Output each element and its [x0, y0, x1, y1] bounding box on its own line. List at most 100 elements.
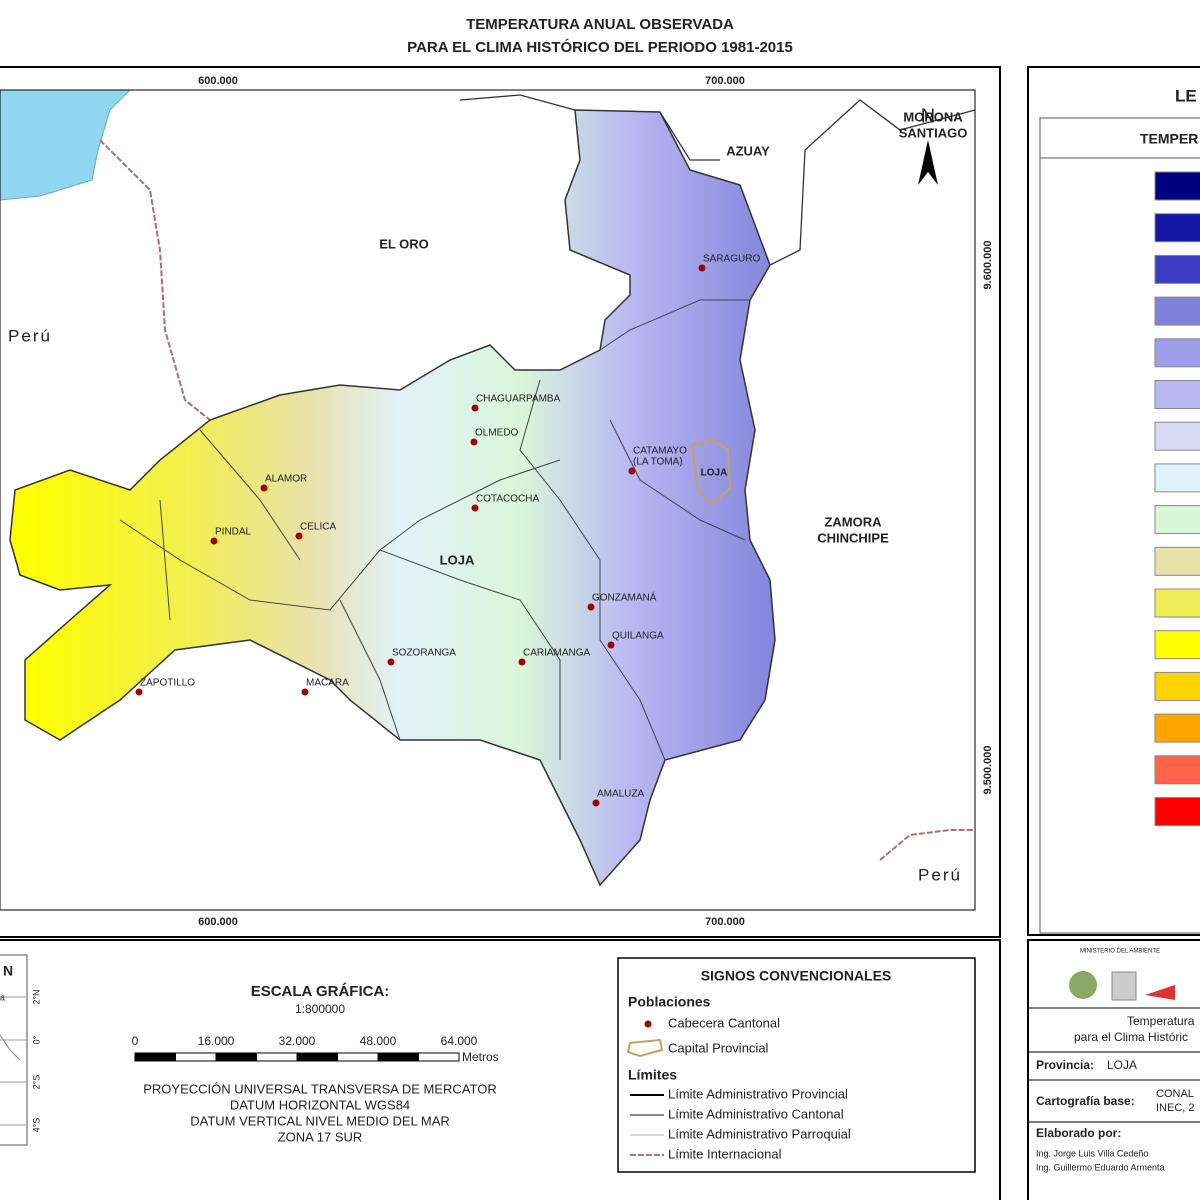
town-point — [607, 641, 615, 649]
town-point — [470, 438, 478, 446]
town-label: CELICA — [300, 522, 336, 533]
scale-bar-segment — [134, 1052, 176, 1062]
town-point — [301, 688, 309, 696]
legend-frame — [1027, 66, 1200, 936]
town-label: SOZORANGA — [392, 648, 456, 659]
signs-heading: Poblaciones — [628, 994, 711, 1010]
town-point — [471, 504, 479, 512]
town-label: SARAGURO — [703, 254, 760, 265]
scale-tick: 0 — [132, 1034, 139, 1048]
logo — [1145, 985, 1175, 1000]
legend-swatch — [1154, 254, 1200, 284]
legend-swatch — [1154, 797, 1200, 826]
grid-label: 9.600.000 — [982, 241, 994, 290]
town-label: ZAPOTILLO — [140, 678, 195, 689]
inset-north: N — [3, 963, 13, 979]
town-point — [698, 264, 706, 272]
legend-swatch — [1154, 671, 1200, 701]
grid-label: 600.000 — [198, 916, 238, 928]
info-value: INEC, 2 — [1156, 1102, 1195, 1114]
legend-box — [1039, 117, 1200, 934]
sign-item: Límite Administrativo Provincial — [668, 1086, 848, 1101]
scale-bar-segment — [337, 1052, 379, 1062]
grid-label: 9.500.000 — [982, 746, 994, 795]
info-label: Elaborado por: — [1036, 1126, 1121, 1140]
region-label: CHINCHIPE — [817, 530, 889, 545]
lat-label: 2°S — [31, 1075, 41, 1090]
info-subtitle: para el Clima Históric — [1074, 1030, 1188, 1044]
info-label: Cartografía base: — [1036, 1094, 1135, 1108]
province-loja — [9, 109, 776, 887]
canton-borders — [119, 299, 750, 761]
town-point — [587, 603, 595, 611]
province-label: LOJA — [440, 552, 475, 567]
scale-bar-segment — [256, 1052, 298, 1062]
scale-unit: Metros — [462, 1050, 499, 1064]
region-label: EL ORO — [379, 236, 429, 251]
town-label: COTACOCHA — [476, 494, 539, 505]
legend-swatch — [1154, 338, 1200, 368]
sign-item: Límite Administrativo Cantonal — [668, 1106, 844, 1121]
scale-bar-segment — [296, 1052, 338, 1062]
map-neatline — [0, 89, 976, 911]
province-border — [459, 94, 975, 266]
scale-bar-segment — [377, 1052, 419, 1062]
info-value: CONAL — [1156, 1088, 1194, 1100]
legend-title: LE — [1175, 86, 1197, 105]
town-point — [471, 404, 479, 412]
town-point — [260, 484, 268, 492]
town-label: GONZAMANÁ — [592, 591, 657, 604]
title: TEMPERATURA ANUAL OBSERVADA — [466, 16, 734, 33]
sign-item: Cabecera Cantonal — [668, 1015, 780, 1030]
legend-swatch — [1154, 296, 1200, 326]
legend-header: TEMPER — [1140, 131, 1198, 147]
sign-town — [644, 1020, 652, 1028]
sign-item: Límite Administrativo Parroquial — [668, 1126, 851, 1141]
town-point — [387, 658, 395, 666]
region-label: MORONA — [903, 109, 963, 124]
town-label: ALAMOR — [265, 474, 307, 485]
title: PARA EL CLIMA HISTÓRICO DEL PERIODO 1981… — [407, 38, 793, 56]
capital-outline — [690, 438, 732, 507]
info-subtitle: Temperatura — [1127, 1014, 1195, 1028]
info-label: Provincia: — [1036, 1058, 1094, 1072]
sign-capital — [626, 1038, 664, 1058]
town-label: CATAMAYO — [633, 446, 687, 457]
signs-heading: Límites — [628, 1067, 677, 1083]
town-label: (LA TOMA) — [633, 457, 683, 468]
scale-bar-segment — [215, 1052, 257, 1062]
grid-label: 700.000 — [705, 75, 745, 87]
legend-swatch — [1154, 755, 1200, 785]
legend-swatch — [1154, 713, 1200, 743]
town-point — [518, 658, 526, 666]
projection-line: DATUM HORIZONTAL WGS84 — [230, 1097, 410, 1112]
lat-label: 0° — [31, 1035, 41, 1044]
town-point — [210, 537, 218, 545]
author: Ing. Guillermo Eduardo Armenta — [1036, 1162, 1165, 1172]
legend-swatch — [1154, 463, 1200, 493]
town-point — [592, 799, 600, 807]
scale-bar-segment — [175, 1052, 217, 1062]
town-point — [295, 532, 303, 540]
legend-swatch — [1154, 546, 1200, 576]
grid-label: 700.000 — [705, 916, 745, 928]
legend-swatch — [1154, 630, 1200, 660]
legend-swatch — [1154, 421, 1200, 451]
international-border — [99, 139, 211, 421]
projection-line: ZONA 17 SUR — [278, 1129, 363, 1144]
town-label: PINDAL — [215, 527, 252, 538]
region-label: Perú — [8, 326, 52, 345]
logo — [1111, 971, 1137, 1001]
north-label: N — [921, 105, 935, 127]
legend-swatch — [1154, 588, 1200, 618]
scale-title: ESCALA GRÁFICA: — [251, 983, 390, 1000]
sign-item: Capital Provincial — [668, 1040, 769, 1055]
logo — [1069, 971, 1097, 999]
scale-tick: 16.000 — [198, 1034, 235, 1048]
international-border — [879, 829, 975, 861]
legend-swatch — [1154, 171, 1200, 201]
lat-label: 2°N — [31, 989, 41, 1004]
scale-bar-segment — [418, 1052, 460, 1062]
town-label: CHAGUARPAMBA — [476, 394, 561, 405]
